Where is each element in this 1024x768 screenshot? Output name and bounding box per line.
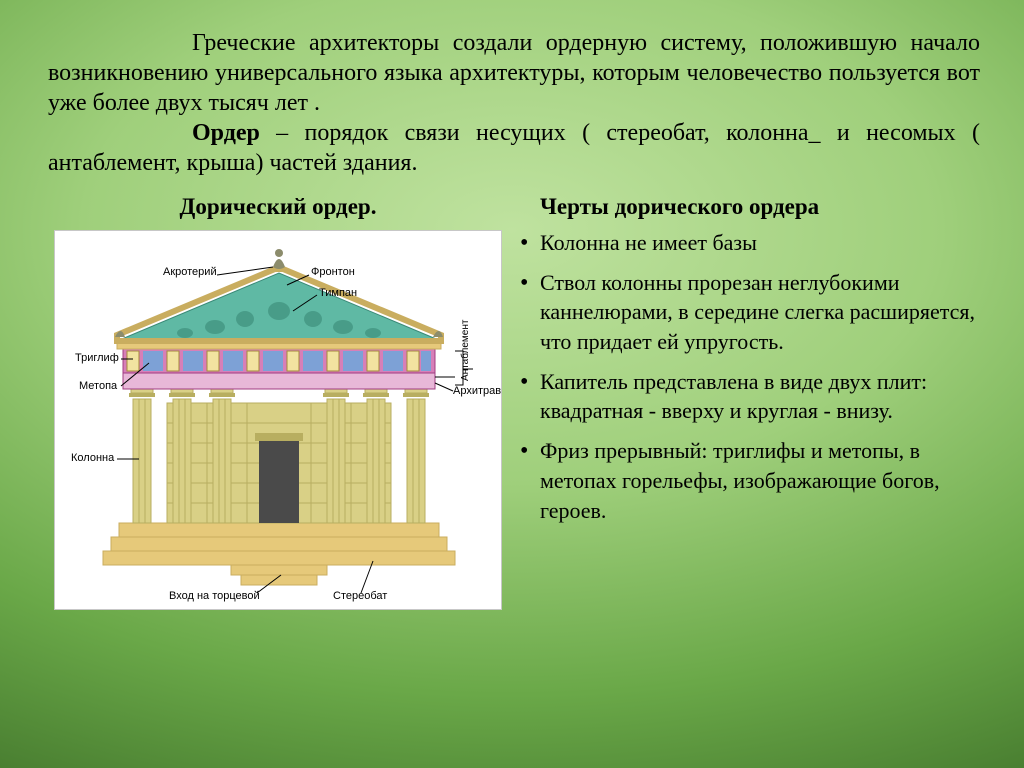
intro-text: Греческие архитекторы создали ордерную с… (48, 28, 980, 178)
label-timpan: Тимпан (319, 288, 357, 299)
feature-item: Капитель представлена в виде двух плит: … (518, 367, 980, 426)
left-heading: Дорический ордер. (48, 194, 508, 220)
feature-item: Ствол колонны прорезан неглубокими канне… (518, 268, 980, 357)
feature-item: Колонна не имеет базы (518, 228, 980, 258)
label-triglif: Триглиф (75, 353, 119, 364)
features-list: Колонна не имеет базы Ствол колонны прор… (518, 228, 980, 525)
intro-paragraph-2: Ордер – порядок связи несущих ( стереоба… (48, 118, 980, 178)
temple-svg (55, 231, 503, 611)
temple-diagram: Акротерий Фронтон Тимпан Триглиф Метопа … (54, 230, 502, 610)
columns-layout: Дорический ордер. (48, 194, 980, 610)
slide: Греческие архитекторы создали ордерную с… (0, 0, 1024, 630)
label-entrance: Вход на торцевой (169, 591, 260, 602)
feature-item: Фриз прерывный: триглифы и метопы, в мет… (518, 436, 980, 525)
label-fronton: Фронтон (311, 267, 355, 278)
label-stereobat: Стереобат (333, 591, 387, 602)
intro-definition: – порядок связи несущих ( стереобат, кол… (48, 120, 980, 176)
left-column: Дорический ордер. (48, 194, 508, 610)
intro-paragraph-1: Греческие архитекторы создали ордерную с… (48, 28, 980, 118)
label-architrave: Архитрав (453, 386, 501, 397)
label-metopa: Метопа (79, 381, 117, 392)
label-kolonna: Колонна (71, 453, 114, 464)
term-order: Ордер (192, 120, 260, 146)
label-akroterion: Акротерий (163, 267, 217, 278)
label-entablature: Антаблемент (461, 320, 471, 381)
right-column: Черты дорического ордера Колонна не имее… (518, 194, 980, 610)
right-heading: Черты дорического ордера (518, 194, 980, 220)
